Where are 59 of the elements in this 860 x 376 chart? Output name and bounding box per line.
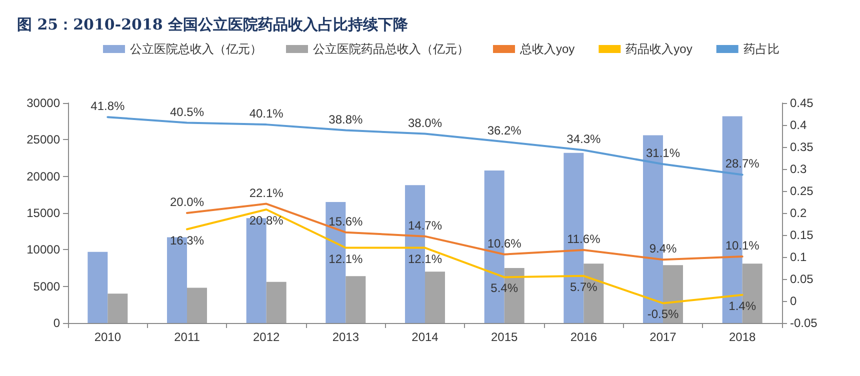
y-tick-label: 15000 bbox=[26, 206, 60, 220]
legend-label: 公立医院药品总收入（亿元） bbox=[313, 42, 469, 56]
y-tick-label: 5000 bbox=[33, 279, 60, 294]
data-label: 10.6% bbox=[487, 236, 522, 250]
y-tick-label: 10000 bbox=[26, 242, 60, 257]
data-label: 1.4% bbox=[728, 298, 756, 313]
legend-label: 总收入yoy bbox=[519, 42, 575, 56]
y2-tick-label: 0.35 bbox=[790, 140, 814, 154]
legend-label: 公立医院总收入（亿元） bbox=[130, 42, 262, 56]
y2-tick-label: 0 bbox=[790, 294, 797, 308]
x-tick-label: 2012 bbox=[252, 330, 280, 344]
bar bbox=[88, 252, 108, 323]
y2-tick-label: 0.05 bbox=[790, 272, 814, 286]
x-tick-label: 2015 bbox=[490, 330, 518, 344]
y2-tick-label: -0.05 bbox=[790, 316, 818, 330]
data-label: 10.1% bbox=[725, 238, 760, 253]
x-tick-label: 2017 bbox=[650, 330, 677, 344]
data-label: 15.6% bbox=[328, 214, 364, 228]
y2-tick-label: 0.45 bbox=[790, 96, 814, 110]
bar bbox=[425, 272, 445, 323]
data-label: 5.7% bbox=[570, 280, 598, 294]
data-label: 20.8% bbox=[249, 213, 284, 228]
x-tick-label: 2010 bbox=[94, 330, 122, 344]
data-label: 40.5% bbox=[170, 104, 204, 119]
data-label: 20.0% bbox=[170, 195, 204, 209]
y2-tick-label: 0.2 bbox=[790, 206, 808, 220]
data-label: 34.3% bbox=[566, 132, 602, 146]
y-tick-label: 30000 bbox=[26, 96, 60, 110]
y2-tick-label: 0.1 bbox=[790, 250, 808, 264]
data-label: 11.6% bbox=[567, 232, 601, 246]
data-label: -0.5% bbox=[647, 307, 679, 322]
data-label: 22.1% bbox=[249, 186, 284, 200]
data-label: 38.0% bbox=[408, 116, 442, 130]
y-tick-label: 0 bbox=[53, 316, 60, 330]
data-label: 5.4% bbox=[490, 281, 518, 296]
y2-tick-label: 0.15 bbox=[790, 228, 814, 242]
y2-tick-label: 0.4 bbox=[790, 118, 808, 132]
data-label: 28.7% bbox=[725, 156, 760, 171]
data-label: 36.2% bbox=[487, 124, 522, 138]
bar bbox=[108, 294, 128, 323]
bar bbox=[187, 288, 207, 323]
data-label: 40.1% bbox=[249, 106, 284, 121]
x-tick-label: 2014 bbox=[412, 330, 439, 344]
x-tick-label: 2016 bbox=[570, 330, 598, 344]
bar bbox=[346, 276, 366, 323]
x-tick-label: 2018 bbox=[728, 330, 756, 344]
x-tick-label: 2013 bbox=[332, 330, 360, 344]
y-tick-label: 20000 bbox=[26, 169, 60, 184]
legend-label: 药品收入yoy bbox=[626, 42, 692, 56]
x-tick-label: 2011 bbox=[174, 330, 200, 344]
y-tick-label: 25000 bbox=[26, 132, 60, 147]
chart-title: 图 25：2010-2018 全国公立医院药品收入占比持续下降 bbox=[17, 16, 410, 34]
y2-tick-label: 0.25 bbox=[790, 184, 814, 198]
data-label: 38.8% bbox=[328, 112, 364, 126]
bar bbox=[266, 282, 286, 323]
data-label: 12.1% bbox=[328, 252, 364, 266]
legend-label: 药占比 bbox=[743, 42, 780, 56]
y2-tick-label: 0.3 bbox=[790, 162, 808, 176]
data-label: 41.8% bbox=[90, 99, 126, 114]
